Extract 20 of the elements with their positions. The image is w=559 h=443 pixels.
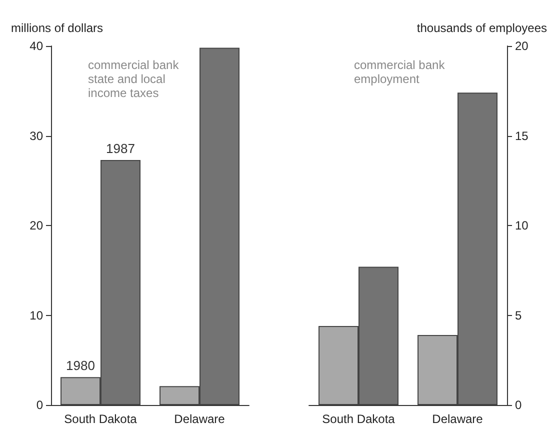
y-tick-label: 40 bbox=[30, 39, 44, 53]
annotation: commercial bank employment bbox=[354, 58, 448, 86]
y-tick-label: 20 bbox=[30, 218, 44, 232]
x-tick-label: South Dakota bbox=[322, 412, 396, 426]
y2-tick-label: 15 bbox=[515, 128, 529, 143]
x-tick-label: Delaware bbox=[174, 412, 226, 426]
x-tick-label: Delaware bbox=[432, 412, 484, 426]
series-label: 1987 bbox=[106, 140, 135, 156]
annotation: commercial bank state and local income taxes bbox=[88, 58, 182, 100]
y-tick-label: 0 bbox=[36, 398, 44, 412]
y-tick-label: 10 bbox=[30, 308, 44, 322]
y2-tick-label: 5 bbox=[515, 308, 522, 322]
x-tick-label: South Dakota bbox=[64, 412, 138, 426]
y2-tick-label: 10 bbox=[515, 218, 529, 232]
series-label: 1980 bbox=[66, 358, 95, 374]
y2-axis-title: thousands of employees bbox=[416, 21, 547, 35]
y-axis-title: millions of dollars bbox=[11, 21, 104, 35]
y-tick-label: 30 bbox=[30, 128, 44, 143]
y2-tick-label: 20 bbox=[515, 39, 529, 53]
y2-tick-label: 0 bbox=[515, 398, 522, 412]
